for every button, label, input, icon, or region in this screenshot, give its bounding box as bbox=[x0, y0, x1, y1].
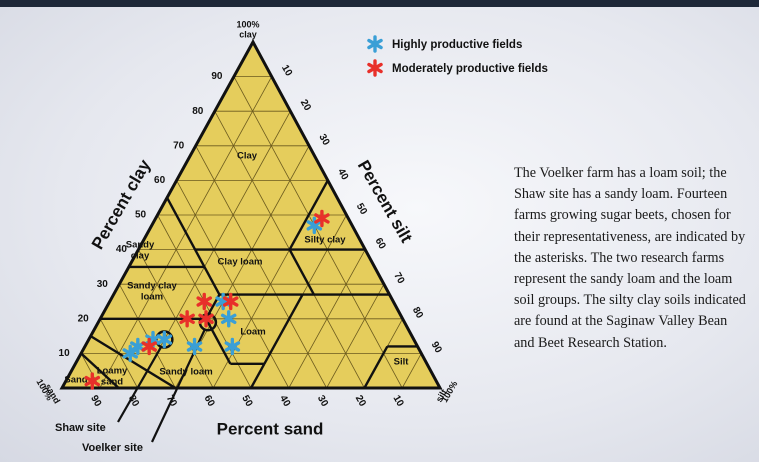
silt-tick-label: 40 bbox=[335, 167, 350, 183]
corner-label: 100% bbox=[236, 19, 259, 29]
soil-class-label: Sand bbox=[64, 375, 87, 386]
clay-tick-label: 10 bbox=[59, 348, 71, 359]
triangle-outline bbox=[59, 38, 443, 390]
clay-tick-label: 90 bbox=[211, 71, 223, 82]
asterisk-stroke bbox=[314, 213, 330, 224]
data-point bbox=[186, 337, 203, 356]
site-label: Shaw site bbox=[55, 422, 106, 434]
soil-class-label: Loam bbox=[240, 327, 265, 338]
silt-tick-label: 70 bbox=[391, 271, 406, 287]
data-point bbox=[306, 216, 323, 235]
sand-tick-label: 30 bbox=[315, 394, 330, 410]
class-boundary bbox=[363, 345, 389, 389]
sand-tick-label: 90 bbox=[88, 394, 103, 410]
data-point bbox=[196, 292, 213, 311]
class-boundary bbox=[288, 179, 329, 251]
soil-class-label: loam bbox=[141, 292, 163, 303]
site-pointer bbox=[117, 346, 163, 423]
clay-tick-label: 30 bbox=[97, 279, 109, 290]
sand-tick-label: 10 bbox=[391, 394, 406, 410]
clay-tick-label: 40 bbox=[116, 244, 128, 255]
class-boundary bbox=[90, 335, 177, 390]
silt-tick-label: 30 bbox=[316, 132, 331, 148]
clay-tick-label: 80 bbox=[192, 106, 204, 117]
data-point bbox=[222, 292, 239, 311]
legend-label: Highly productive fields bbox=[392, 39, 522, 51]
clay-tick-label: 50 bbox=[135, 210, 147, 221]
clay-tick-label: 70 bbox=[173, 140, 185, 151]
silt-tick-label: 80 bbox=[410, 305, 425, 321]
asterisk-stroke bbox=[367, 38, 383, 50]
class-boundary bbox=[204, 318, 232, 365]
silt-tick-label: 50 bbox=[354, 202, 369, 218]
asterisk-stroke bbox=[224, 341, 241, 352]
class-boundary bbox=[80, 352, 120, 389]
grid-line bbox=[195, 145, 327, 389]
data-point bbox=[141, 337, 157, 356]
data-point bbox=[314, 209, 330, 228]
site-label: Voelker site bbox=[82, 442, 143, 454]
soil-class-label: Clay loam bbox=[218, 257, 263, 268]
sand-tick-label: 50 bbox=[239, 394, 254, 410]
asterisk-stroke bbox=[156, 334, 173, 345]
sand-tick-label: 40 bbox=[277, 394, 292, 410]
legend-marker bbox=[367, 35, 383, 53]
data-point bbox=[198, 310, 214, 328]
caption: The Voelker farm has a loam soil; the Sh… bbox=[514, 165, 746, 351]
silt-tick-label: 60 bbox=[373, 236, 388, 252]
soil-class-label: Sandy bbox=[126, 240, 155, 251]
asterisk-stroke bbox=[222, 296, 239, 307]
grid-line bbox=[233, 76, 403, 389]
grid-line bbox=[401, 353, 422, 389]
soil-class-label: Loamy bbox=[97, 366, 128, 377]
sand-tick-label: 80 bbox=[126, 394, 141, 410]
data-point bbox=[122, 344, 139, 363]
silt-tick-label: 90 bbox=[429, 340, 444, 356]
class-boundary bbox=[249, 363, 266, 389]
axis-title: Percent sand bbox=[217, 419, 324, 438]
sand-tick-label: 60 bbox=[202, 394, 217, 410]
data-point bbox=[84, 372, 101, 390]
asterisk-stroke bbox=[306, 220, 323, 231]
top-bar bbox=[0, 0, 759, 7]
asterisk-stroke bbox=[179, 313, 195, 324]
class-boundary bbox=[165, 197, 221, 296]
asterisk-stroke bbox=[141, 341, 157, 352]
class-boundary bbox=[288, 249, 315, 296]
data-point bbox=[156, 330, 173, 349]
sand-tick-label: 20 bbox=[353, 394, 368, 410]
clay-tick-label: 20 bbox=[78, 313, 90, 324]
soil-class-label: sand bbox=[101, 377, 123, 388]
asterisk-stroke bbox=[122, 348, 139, 359]
corner-label: clay bbox=[239, 29, 257, 39]
silt-tick-label: 20 bbox=[298, 98, 313, 114]
data-point bbox=[179, 310, 195, 328]
data-point bbox=[224, 337, 241, 356]
soil-class-label: Silt bbox=[394, 357, 410, 368]
asterisk-stroke bbox=[198, 313, 214, 324]
asterisk-stroke bbox=[367, 62, 383, 74]
asterisk-stroke bbox=[196, 296, 213, 307]
class-boundary bbox=[263, 294, 304, 365]
soil-class-label: Clay bbox=[237, 151, 258, 162]
asterisk-stroke bbox=[186, 341, 203, 352]
data-point bbox=[220, 310, 237, 328]
asterisk-stroke bbox=[84, 375, 101, 387]
legend-label: Moderately productive fields bbox=[392, 63, 548, 75]
soil-class-label: Sandy clay bbox=[127, 281, 177, 292]
silt-tick-label: 10 bbox=[279, 63, 294, 79]
clay-tick-label: 60 bbox=[154, 175, 166, 186]
grid-line bbox=[326, 284, 385, 389]
soil-class-label: clay bbox=[131, 251, 150, 262]
legend-marker bbox=[367, 59, 383, 77]
soil-class-label: Silty clay bbox=[304, 235, 346, 246]
asterisk-stroke bbox=[220, 313, 237, 324]
